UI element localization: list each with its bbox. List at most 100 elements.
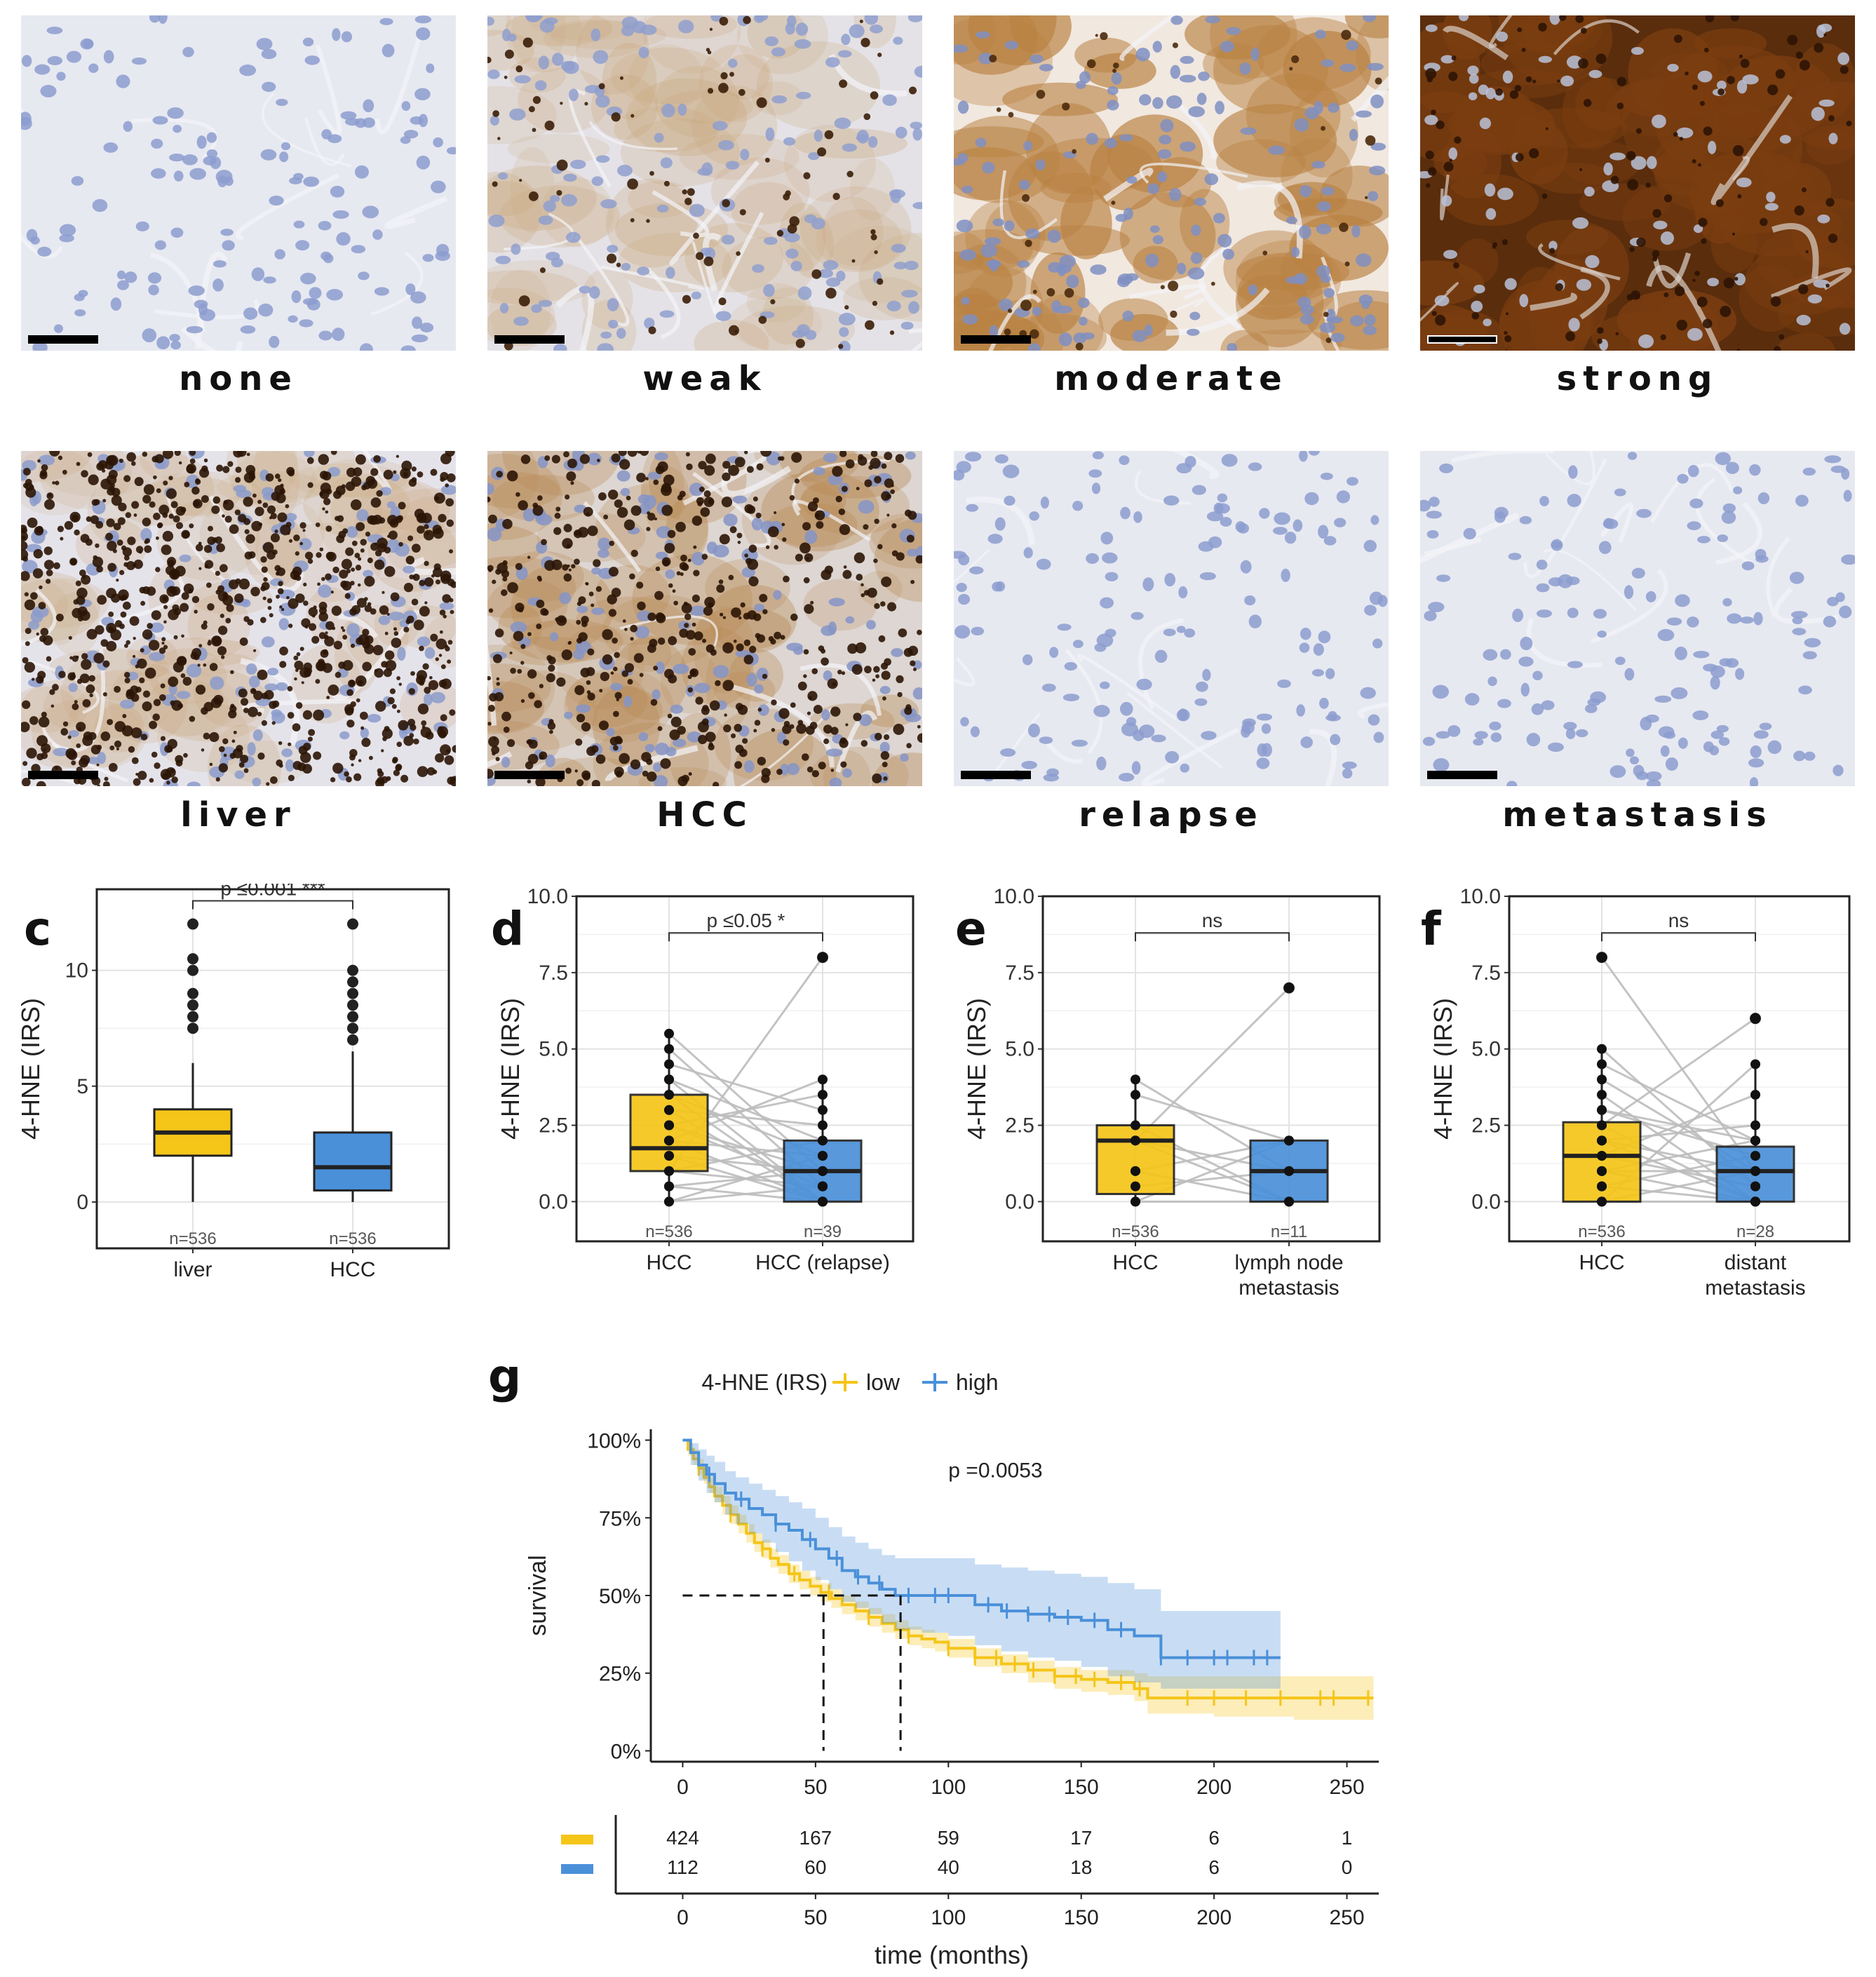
y-axis-label: 4-HNE (IRS) — [962, 998, 991, 1140]
svg-text:2.5: 2.5 — [1471, 1114, 1501, 1138]
svg-text:7.5: 7.5 — [539, 961, 568, 985]
data-point — [1597, 1166, 1607, 1176]
n-label: n=536 — [645, 1222, 692, 1241]
p-value-annotation: p =0.0053 — [948, 1459, 1042, 1483]
data-point — [1597, 1105, 1607, 1115]
x-tick-label: 100 — [931, 1776, 966, 1799]
y-tick-label: 100% — [587, 1430, 641, 1453]
n-label: n=536 — [329, 1229, 376, 1248]
box-hcc — [313, 918, 393, 1202]
km-axes: 0% 25% 50% 75% 100% 0 50 100 150 200 250 survival — [525, 1429, 1379, 1799]
risk-count: 40 — [938, 1856, 959, 1878]
x-tick-label: 0 — [677, 1906, 689, 1929]
histology-image-none — [21, 15, 456, 351]
risk-table-swatch-low — [561, 1835, 593, 1844]
x-tick-label: metastasis — [1239, 1276, 1339, 1300]
risk-count: 6 — [1208, 1856, 1220, 1878]
data-point — [818, 1090, 828, 1100]
risk-count: 1 — [1342, 1827, 1353, 1849]
data-point — [1131, 1181, 1140, 1192]
significance-label: p ≤0.05 * — [707, 910, 785, 931]
x-tick-label: lymph node — [1234, 1251, 1343, 1274]
risk-count: 59 — [938, 1827, 959, 1849]
histology-caption: none — [179, 359, 298, 398]
svg-text:10.0: 10.0 — [527, 885, 568, 908]
data-point — [1750, 1166, 1760, 1176]
outlier-point — [187, 999, 198, 1011]
y-tick-label: 75% — [599, 1507, 641, 1530]
x-tick-label: 250 — [1330, 1776, 1365, 1799]
histology-caption: weak — [642, 359, 767, 398]
outlier-point — [187, 918, 198, 930]
data-point — [664, 1135, 674, 1146]
x-tick-label: HCC — [1579, 1251, 1625, 1274]
n-label: n=28 — [1736, 1222, 1774, 1241]
data-point — [1750, 1181, 1760, 1192]
data-point — [664, 1196, 674, 1207]
x-tick-label: liver — [173, 1258, 212, 1281]
x-tick-label: 150 — [1064, 1906, 1099, 1929]
n-label: n=536 — [1578, 1222, 1625, 1241]
svg-text:2.5: 2.5 — [1005, 1114, 1034, 1138]
data-point — [1597, 1151, 1607, 1161]
x-tick-label: 0 — [677, 1776, 689, 1799]
data-point — [818, 1120, 828, 1131]
outlier-point — [187, 964, 198, 976]
risk-count: 18 — [1070, 1856, 1092, 1878]
data-point — [1284, 983, 1294, 993]
boxplot-e: 0.0 2.5 5.0 7.5 10.0 ns n=536 n=11 HCC lymph node… — [962, 885, 1381, 1300]
x-tick-label: distant — [1725, 1251, 1787, 1274]
km-series-high — [682, 1438, 1281, 1689]
x-tick-label: 200 — [1196, 1906, 1231, 1929]
data-point — [1750, 1135, 1760, 1146]
x-tick-label: metastasis — [1705, 1276, 1805, 1300]
y-tick-label: 50% — [599, 1585, 641, 1608]
data-point — [1597, 1044, 1607, 1054]
n-label: n=39 — [804, 1222, 842, 1241]
data-point — [1131, 1090, 1140, 1100]
data-point — [818, 1151, 828, 1161]
data-point — [818, 1196, 828, 1207]
data-point — [1131, 1196, 1140, 1207]
legend: 4-HNE (IRS) low high — [701, 1370, 998, 1395]
svg-text:0.0: 0.0 — [1005, 1190, 1034, 1213]
y-axis-label: 4-HNE (IRS) — [16, 998, 45, 1140]
significance-label: p ≤0.001 *** — [220, 884, 325, 900]
x-tick-label: 250 — [1330, 1906, 1365, 1929]
data-point — [1750, 1196, 1760, 1207]
outlier-point — [187, 953, 198, 965]
survival-curve — [682, 1438, 1281, 1659]
risk-table-swatch-high — [561, 1864, 593, 1874]
histology-caption: liver — [180, 795, 297, 835]
histology-image-moderate — [954, 15, 1389, 351]
data-point — [664, 1120, 674, 1131]
data-point — [818, 1166, 828, 1176]
svg-text:10: 10 — [65, 959, 88, 983]
data-point — [1284, 1166, 1294, 1176]
data-point — [1750, 1151, 1760, 1161]
data-point — [1597, 1181, 1607, 1192]
data-point — [664, 1074, 674, 1085]
n-label: n=536 — [1112, 1222, 1159, 1241]
x-tick-label: 150 — [1064, 1776, 1099, 1799]
risk-count: 0 — [1342, 1856, 1353, 1878]
histology-caption: metastasis — [1502, 795, 1773, 835]
y-axis-label: 4-HNE (IRS) — [496, 998, 525, 1140]
n-label: n=536 — [169, 1229, 216, 1248]
svg-text:0.0: 0.0 — [1471, 1190, 1501, 1213]
data-point — [1131, 1120, 1140, 1131]
data-point — [818, 1105, 828, 1115]
data-point — [664, 1151, 674, 1161]
svg-text:0: 0 — [76, 1191, 88, 1214]
svg-text:7.5: 7.5 — [1471, 961, 1501, 985]
data-point — [1284, 1196, 1294, 1207]
boxplot-f: 0.0 2.5 5.0 7.5 10.0 ns n=536 n=28 HCC distantmet… — [1429, 885, 1851, 1300]
svg-text:0.0: 0.0 — [539, 1190, 568, 1213]
data-point — [1597, 1059, 1607, 1070]
significance-label: ns — [1202, 910, 1223, 931]
data-point — [818, 1181, 828, 1192]
data-point — [664, 1181, 674, 1192]
data-point — [1750, 1120, 1760, 1131]
confidence-band — [682, 1440, 1281, 1689]
